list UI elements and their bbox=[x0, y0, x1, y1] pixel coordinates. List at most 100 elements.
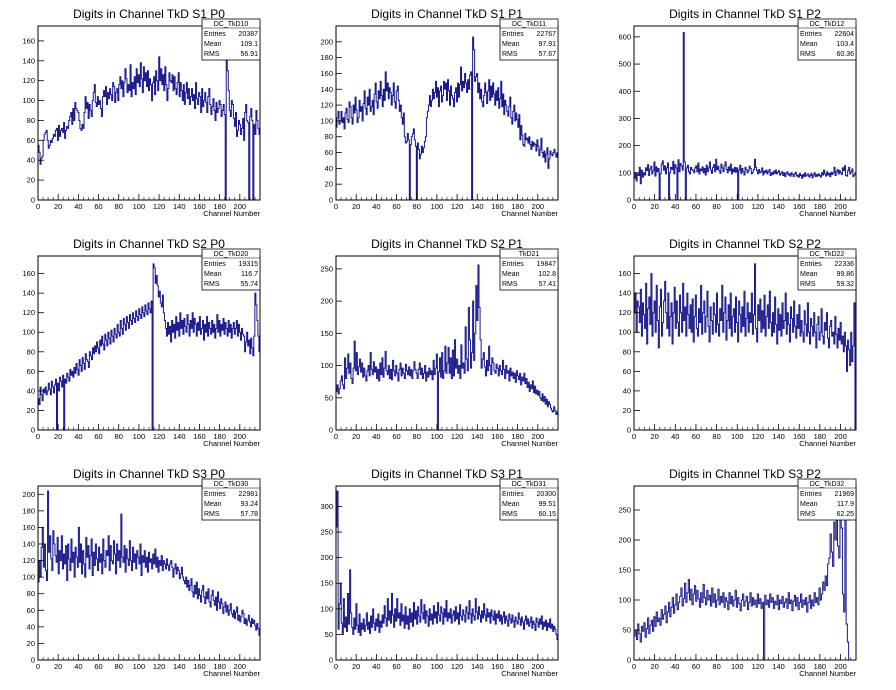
stats-label: Mean bbox=[204, 501, 222, 508]
stats-value: 22604 bbox=[835, 31, 855, 38]
chart-panel: Digits in Channel TkD S1 P0 0 20 40 60 80 100 1… bbox=[22, 7, 261, 218]
y-tick-label: 120 bbox=[320, 101, 333, 110]
x-tick-label: 20 bbox=[352, 202, 360, 211]
y-tick-label: 0 bbox=[31, 426, 35, 435]
y-tick-label: 40 bbox=[27, 386, 35, 395]
x-axis-label: Channel Number bbox=[501, 669, 558, 678]
chart-title: Digits in Channel TkD S2 P1 bbox=[371, 237, 523, 251]
x-tick-label: 160 bbox=[491, 662, 504, 671]
chart-panel: Digits in Channel TkD S3 P1 0 20 40 60 80 100 1… bbox=[320, 467, 559, 678]
y-tick-label: 20 bbox=[27, 176, 35, 185]
y-tick-label: 160 bbox=[22, 269, 35, 278]
stats-value: 22336 bbox=[835, 261, 855, 268]
x-tick-label: 100 bbox=[431, 202, 444, 211]
x-tick-label: 140 bbox=[173, 432, 186, 441]
x-tick-label: 120 bbox=[752, 662, 765, 671]
x-tick-label: 200 bbox=[234, 202, 247, 211]
x-axis-label: Channel Number bbox=[799, 209, 856, 218]
x-tick-label: 20 bbox=[352, 432, 360, 441]
stats-label: RMS bbox=[800, 281, 816, 288]
x-tick-label: 80 bbox=[115, 202, 123, 211]
y-tick-label: 80 bbox=[27, 116, 35, 125]
x-tick-label: 140 bbox=[772, 662, 785, 671]
x-tick-label: 80 bbox=[712, 662, 720, 671]
y-tick-label: 600 bbox=[618, 32, 631, 41]
y-tick-label: 80 bbox=[623, 347, 631, 356]
chart-title: Digits in Channel TkD S3 P2 bbox=[669, 467, 821, 481]
x-axis-label: Channel Number bbox=[203, 439, 260, 448]
stats-value: 22767 bbox=[537, 31, 557, 38]
stats-label: Entries bbox=[800, 261, 822, 268]
y-tick-label: 0 bbox=[627, 196, 631, 205]
x-tick-label: 180 bbox=[814, 432, 827, 441]
chart-title: Digits in Channel TkD S1 P1 bbox=[371, 7, 523, 21]
x-tick-label: 200 bbox=[234, 662, 247, 671]
y-tick-label: 120 bbox=[22, 308, 35, 317]
x-tick-label: 0 bbox=[334, 662, 338, 671]
x-tick-label: 100 bbox=[731, 662, 744, 671]
x-tick-label: 20 bbox=[54, 662, 62, 671]
y-tick-label: 0 bbox=[627, 656, 631, 665]
stats-label: Entries bbox=[502, 261, 524, 268]
y-tick-label: 100 bbox=[22, 573, 35, 582]
stats-name: DC_TkD20 bbox=[214, 251, 249, 258]
x-tick-label: 20 bbox=[650, 202, 658, 211]
x-tick-label: 40 bbox=[74, 202, 82, 211]
x-tick-label: 200 bbox=[532, 662, 545, 671]
stats-box bbox=[797, 478, 857, 521]
x-tick-label: 40 bbox=[372, 432, 380, 441]
chart-title: Digits in Channel TkD S2 P2 bbox=[669, 237, 821, 251]
y-tick-label: 80 bbox=[27, 347, 35, 356]
x-tick-label: 60 bbox=[692, 202, 700, 211]
x-tick-label: 120 bbox=[451, 202, 464, 211]
y-tick-label: 50 bbox=[623, 626, 631, 635]
x-tick-label: 60 bbox=[94, 662, 102, 671]
x-tick-label: 100 bbox=[731, 432, 744, 441]
stats-value: 99.51 bbox=[538, 501, 556, 508]
x-tick-label: 200 bbox=[834, 662, 847, 671]
y-tick-label: 50 bbox=[325, 393, 333, 402]
stats-box bbox=[797, 248, 857, 291]
x-tick-label: 20 bbox=[352, 662, 360, 671]
stats-name: DC_TkD31 bbox=[512, 481, 547, 488]
x-tick-label: 180 bbox=[814, 662, 827, 671]
plot-frame bbox=[633, 485, 857, 661]
x-tick-label: 60 bbox=[94, 202, 102, 211]
x-tick-label: 80 bbox=[413, 662, 421, 671]
y-tick-label: 200 bbox=[22, 490, 35, 499]
histogram-series bbox=[335, 490, 559, 660]
x-tick-label: 60 bbox=[392, 202, 400, 211]
x-tick-label: 40 bbox=[74, 662, 82, 671]
stats-value: 19315 bbox=[239, 261, 259, 268]
y-tick-label: 140 bbox=[320, 85, 333, 94]
y-tick-label: 400 bbox=[618, 87, 631, 96]
stats-value: 102.8 bbox=[538, 271, 556, 278]
x-tick-label: 0 bbox=[36, 662, 40, 671]
x-tick-label: 140 bbox=[471, 202, 484, 211]
stats-value: 56.91 bbox=[240, 51, 258, 58]
stats-value: 97.91 bbox=[538, 41, 556, 48]
x-axis-label: Channel Number bbox=[501, 209, 558, 218]
y-tick-label: 150 bbox=[618, 566, 631, 575]
y-tick-label: 100 bbox=[618, 328, 631, 337]
stats-label: RMS bbox=[502, 51, 518, 58]
x-tick-label: 160 bbox=[491, 432, 504, 441]
y-tick-label: 0 bbox=[329, 196, 333, 205]
chart-title: Digits in Channel TkD S3 P1 bbox=[371, 467, 523, 481]
y-tick-label: 20 bbox=[27, 639, 35, 648]
x-tick-label: 0 bbox=[632, 662, 636, 671]
x-tick-label: 40 bbox=[74, 432, 82, 441]
y-tick-label: 100 bbox=[320, 604, 333, 613]
x-tick-label: 120 bbox=[451, 662, 464, 671]
y-tick-label: 20 bbox=[623, 406, 631, 415]
stats-label: RMS bbox=[502, 281, 518, 288]
x-tick-label: 200 bbox=[532, 202, 545, 211]
stats-value: 57.41 bbox=[538, 281, 556, 288]
stats-box bbox=[201, 248, 261, 291]
x-tick-label: 0 bbox=[632, 432, 636, 441]
x-tick-label: 40 bbox=[372, 662, 380, 671]
histogram-series bbox=[37, 46, 261, 201]
plot-frame bbox=[633, 255, 857, 431]
y-tick-label: 160 bbox=[22, 523, 35, 532]
x-tick-label: 160 bbox=[793, 202, 806, 211]
